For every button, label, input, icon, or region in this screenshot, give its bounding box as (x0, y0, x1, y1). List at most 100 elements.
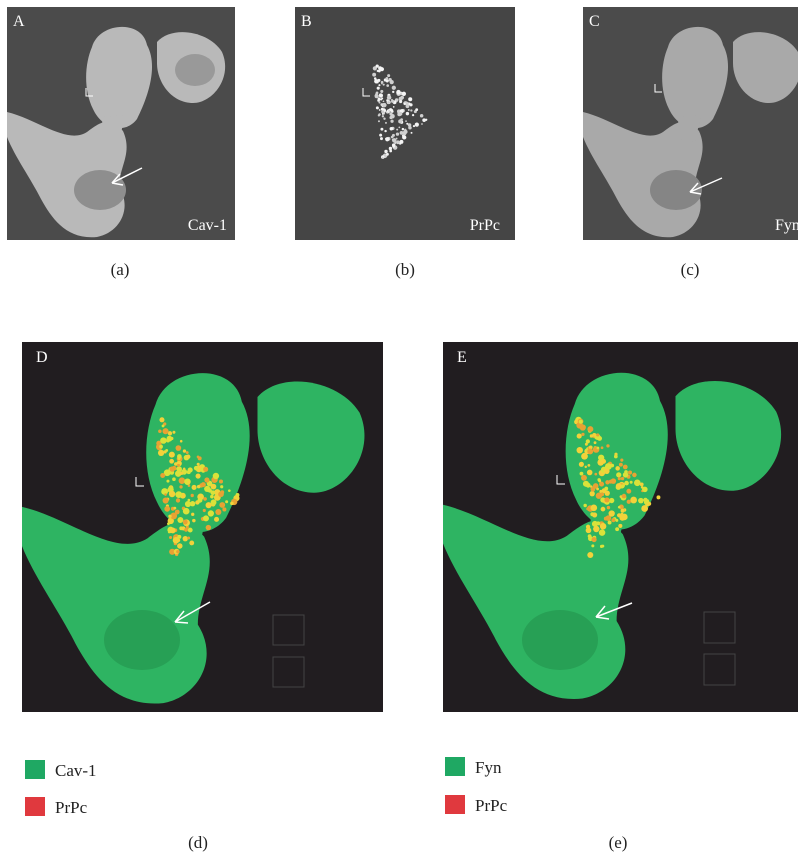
puncta (385, 121, 387, 124)
puncta (210, 483, 217, 490)
puncta (374, 79, 379, 84)
puncta (600, 458, 607, 464)
puncta (576, 433, 582, 439)
puncta (590, 504, 598, 512)
caption: (a) (111, 260, 130, 279)
puncta (642, 486, 648, 493)
legend-label: PrPc (55, 798, 88, 817)
puncta (159, 417, 165, 423)
panel-label: PrPc (470, 217, 500, 234)
puncta (589, 434, 594, 438)
puncta (396, 140, 400, 145)
puncta (388, 146, 393, 151)
puncta (391, 143, 396, 147)
puncta (189, 500, 196, 507)
puncta (222, 507, 227, 512)
puncta (639, 482, 644, 487)
puncta (591, 537, 597, 543)
puncta (407, 123, 412, 127)
puncta (392, 138, 397, 143)
puncta (160, 437, 167, 444)
puncta (395, 132, 400, 136)
puncta (398, 111, 403, 116)
puncta (620, 476, 625, 481)
puncta (179, 485, 183, 489)
puncta (169, 535, 173, 540)
puncta (380, 80, 384, 84)
puncta (387, 101, 391, 104)
puncta (396, 128, 399, 131)
puncta (187, 484, 191, 487)
puncta (192, 518, 196, 523)
puncta (389, 149, 393, 153)
puncta (386, 99, 389, 102)
puncta (169, 527, 176, 534)
caption: (c) (681, 260, 700, 279)
puncta (176, 463, 181, 467)
puncta (378, 113, 381, 116)
puncta (161, 488, 169, 495)
puncta (179, 471, 184, 475)
puncta (185, 451, 189, 454)
puncta (167, 431, 173, 436)
puncta (596, 446, 600, 450)
puncta (187, 467, 193, 473)
panel-letter: D (36, 349, 48, 366)
puncta (182, 507, 190, 515)
puncta (389, 80, 394, 85)
puncta (598, 529, 606, 536)
panel-letter: A (13, 13, 25, 30)
puncta (381, 113, 384, 115)
puncta (597, 435, 603, 441)
puncta (169, 458, 175, 464)
puncta (422, 118, 426, 122)
puncta (380, 137, 383, 141)
puncta (618, 462, 623, 467)
puncta (187, 536, 191, 540)
puncta (197, 497, 203, 503)
puncta (390, 119, 394, 123)
puncta (596, 433, 600, 437)
puncta (190, 493, 194, 498)
puncta (613, 454, 618, 459)
puncta (202, 508, 206, 513)
puncta (600, 446, 604, 450)
legend-label: Cav-1 (55, 761, 97, 780)
puncta (608, 510, 615, 517)
puncta (210, 499, 217, 506)
puncta (186, 454, 191, 459)
puncta (384, 129, 387, 133)
puncta (579, 471, 584, 476)
puncta (584, 442, 588, 446)
caption: (b) (395, 260, 415, 279)
puncta (587, 448, 594, 455)
puncta (218, 479, 224, 484)
puncta (581, 432, 585, 437)
puncta (172, 537, 180, 544)
panel-b (295, 7, 515, 240)
puncta (590, 486, 596, 492)
puncta (641, 505, 649, 512)
puncta (578, 419, 583, 424)
puncta (184, 527, 188, 532)
puncta (391, 133, 395, 137)
panel-letter: B (301, 13, 312, 30)
panel-label: Cav-1 (188, 217, 227, 234)
puncta (193, 465, 199, 471)
puncta (191, 484, 197, 490)
puncta (389, 127, 394, 131)
puncta (596, 487, 600, 491)
puncta (392, 105, 395, 108)
puncta (197, 456, 202, 461)
puncta (383, 117, 386, 120)
puncta (401, 91, 407, 96)
puncta (584, 465, 587, 469)
puncta (182, 449, 187, 453)
puncta (177, 543, 183, 549)
puncta (162, 428, 169, 435)
puncta (391, 85, 396, 90)
puncta (378, 109, 381, 111)
puncta (617, 505, 621, 509)
puncta (214, 516, 220, 522)
puncta (587, 464, 591, 467)
